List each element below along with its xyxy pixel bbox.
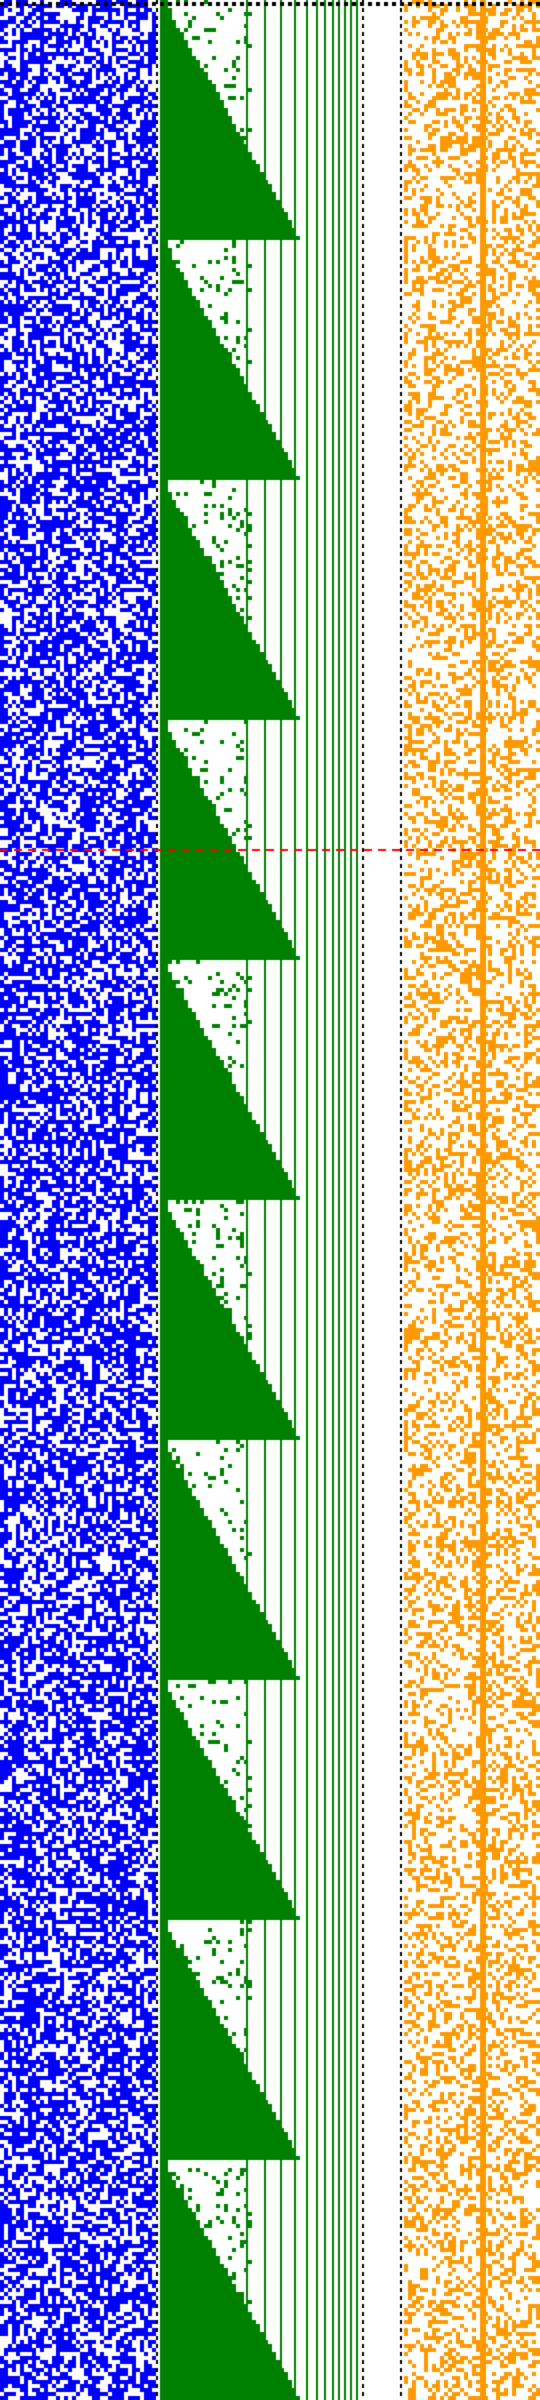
matrix-sparsity-visualization: [0, 0, 540, 2400]
